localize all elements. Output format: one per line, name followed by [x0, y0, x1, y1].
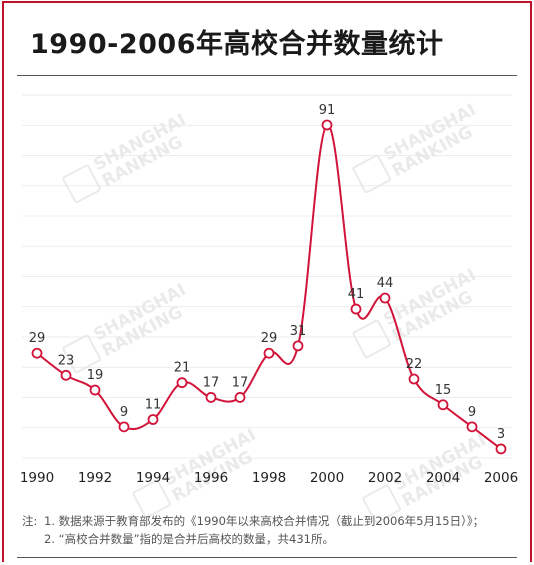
x-axis-ticks: 1990 1992 1994 1996 1998 2000 2002 2004 2006 — [20, 470, 518, 486]
data-point — [205, 392, 217, 403]
data-label: 11 — [145, 398, 162, 413]
data-label: 29 — [261, 331, 278, 346]
data-label: 22 — [406, 357, 423, 372]
bottom-divider — [17, 557, 517, 558]
title-divider — [17, 75, 517, 76]
data-label: 9 — [120, 405, 128, 420]
notes-prefix: 注: — [22, 514, 38, 528]
data-label: 17 — [232, 375, 249, 390]
data-label: 19 — [87, 368, 104, 383]
data-point — [147, 414, 159, 425]
data-point — [321, 119, 333, 131]
data-label: 44 — [377, 276, 394, 291]
data-point — [292, 340, 304, 352]
series-line — [36, 123, 502, 450]
data-label: 9 — [468, 405, 476, 420]
data-point — [408, 373, 420, 385]
data-point — [118, 421, 130, 433]
footnotes: 注: 1. 数据来源于教育部发布的《1990年以来高校合并情况（截止到2006年5… — [22, 512, 484, 548]
data-point — [350, 303, 362, 315]
data-label: 21 — [174, 361, 191, 376]
data-label: 3 — [497, 427, 505, 442]
data-label: 17 — [203, 375, 220, 390]
note-item: 2. “高校合并数量”指的是合并后高校的数量，共431所。 — [44, 532, 334, 546]
data-point — [234, 392, 246, 403]
chart-title: 1990-2006年高校合并数量统计 — [30, 29, 444, 60]
data-point — [60, 369, 72, 381]
data-label: 41 — [348, 287, 365, 302]
x-tick-label: 2000 — [310, 470, 344, 486]
data-label: 91 — [319, 103, 336, 118]
data-point — [176, 377, 188, 389]
note-item: 1. 数据来源于教育部发布的《1990年以来高校合并情况（截止到2006年5月1… — [44, 514, 485, 528]
x-tick-label: 2006 — [484, 470, 518, 486]
data-label: 31 — [290, 324, 307, 339]
data-point — [495, 443, 507, 455]
data-label: 15 — [435, 383, 452, 398]
data-point — [89, 384, 101, 396]
x-tick-label: 1996 — [194, 470, 228, 486]
line-chart: 29 23 19 9 11 21 17 17 29 31 91 41 44 22 15 9 3 1990 1992… — [20, 94, 518, 486]
data-labels: 29 23 19 9 11 21 17 17 29 31 91 41 44 22 15 9 3 — [29, 103, 505, 442]
data-points — [31, 119, 507, 455]
x-tick-label: 1994 — [136, 470, 170, 486]
data-point — [31, 347, 43, 359]
x-tick-label: 2002 — [368, 470, 402, 486]
data-point — [437, 399, 449, 411]
x-tick-label: 1998 — [252, 470, 286, 486]
data-point — [379, 292, 391, 304]
x-tick-label: 1990 — [20, 470, 54, 486]
data-point — [466, 421, 478, 433]
data-point — [263, 347, 275, 359]
data-label: 23 — [58, 353, 75, 368]
grid-lines — [22, 94, 512, 459]
x-tick-label: 1992 — [78, 470, 112, 486]
data-label: 29 — [29, 331, 46, 346]
x-tick-label: 2004 — [426, 470, 460, 486]
